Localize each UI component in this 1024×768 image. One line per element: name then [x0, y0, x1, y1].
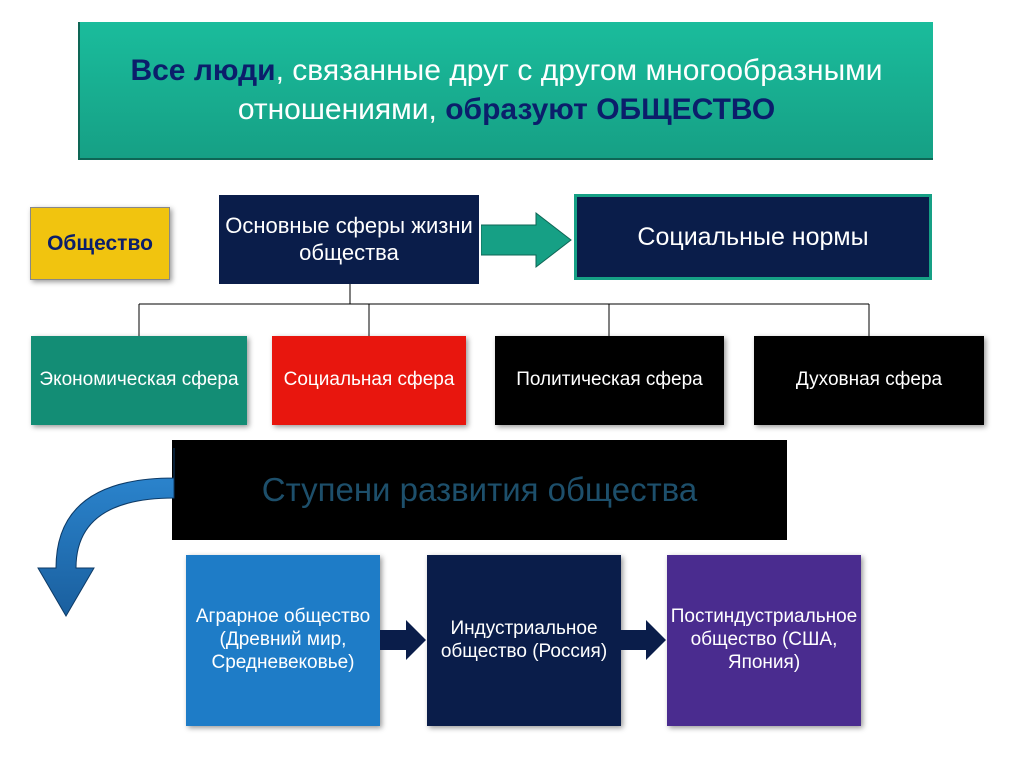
title-part1: Все люди: [130, 54, 275, 87]
arrow-small-2: [620, 616, 668, 664]
title-part3: образуют ОБЩЕСТВО: [445, 93, 775, 126]
economic-sphere-box: Экономическая сфера: [31, 336, 247, 425]
stages-title-box: Ступени развития общества: [172, 440, 787, 540]
title-text: Все люди, связанные друг с другом многоо…: [120, 51, 893, 129]
postindustrial-society-box: Постиндустриальное общество (США, Япония…: [667, 555, 861, 726]
title-banner: Все люди, связанные друг с другом многоо…: [78, 22, 933, 160]
agrarian-society-box: Аграрное общество (Древний мир, Средневе…: [186, 555, 380, 726]
political-sphere-box: Политическая сфера: [495, 336, 724, 425]
curved-arrow-icon: [26, 448, 186, 623]
society-box: Общество: [30, 207, 170, 280]
spiritual-sphere-box: Духовная сфера: [754, 336, 984, 425]
connector-lines: [0, 284, 1024, 339]
social-norms-box: Социальные нормы: [574, 194, 932, 280]
main-spheres-box: Основные сферы жизни общества: [219, 195, 479, 284]
social-sphere-box: Социальная сфера: [272, 336, 466, 425]
arrow-green-right: [481, 211, 573, 269]
arrow-small-1: [380, 616, 428, 664]
industrial-society-box: Индустриальное общество (Россия): [427, 555, 621, 726]
